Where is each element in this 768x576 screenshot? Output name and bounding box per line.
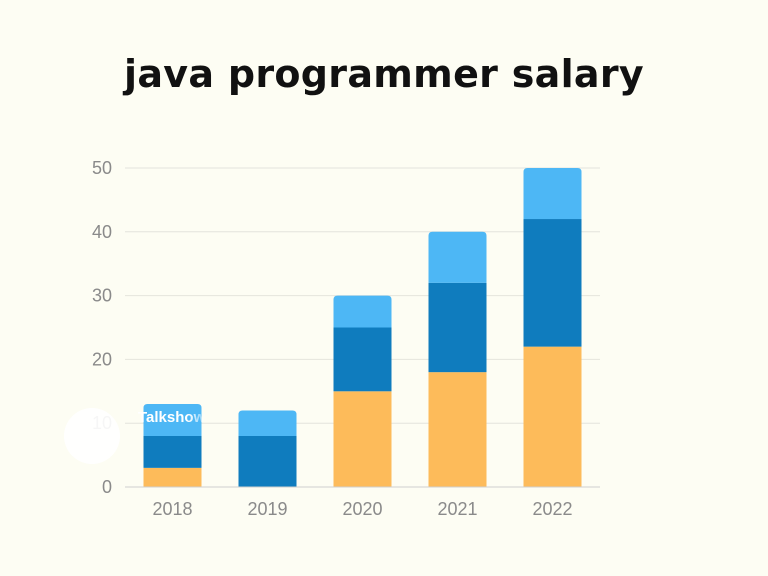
bar-segment-2022-series-1 bbox=[523, 346, 582, 487]
chart-title: java programmer salary bbox=[124, 52, 644, 96]
y-tick-label: 20 bbox=[92, 349, 112, 369]
bar-segment-2022-series-3 bbox=[523, 168, 582, 220]
y-tick-label: 40 bbox=[92, 222, 112, 242]
bar-segment-2018-series-3 bbox=[143, 404, 202, 436]
y-tick-label: 30 bbox=[92, 286, 112, 306]
bar-segment-2020-series-3 bbox=[333, 295, 392, 328]
bar-segment-2019-series-2 bbox=[238, 435, 297, 487]
x-tick-label: 2019 bbox=[247, 499, 287, 519]
watermark-text: Talkshow bbox=[138, 409, 206, 426]
bar-segment-2022-series-2 bbox=[523, 219, 582, 347]
bars bbox=[143, 168, 582, 487]
bar-segment-2021-series-3 bbox=[428, 231, 487, 283]
bar-segment-2021-series-1 bbox=[428, 372, 487, 487]
bar-segment-2018-series-2 bbox=[143, 435, 202, 468]
bar-segment-2020-series-1 bbox=[333, 391, 392, 487]
bar-segment-2020-series-2 bbox=[333, 327, 392, 392]
y-tick-label: 0 bbox=[102, 477, 112, 497]
x-tick-label: 2020 bbox=[342, 499, 382, 519]
x-tick-label: 2018 bbox=[152, 499, 192, 519]
x-tick-label: 2021 bbox=[437, 499, 477, 519]
bar-segment-2019-series-3 bbox=[238, 410, 297, 436]
watermark-logo bbox=[64, 408, 120, 464]
x-axis-ticks: 2018 2019 2020 2021 2022 bbox=[152, 499, 572, 519]
y-tick-label: 50 bbox=[92, 158, 112, 178]
x-tick-label: 2022 bbox=[532, 499, 572, 519]
bar-segment-2021-series-2 bbox=[428, 282, 487, 373]
bar-segment-2018-series-1 bbox=[143, 467, 202, 487]
